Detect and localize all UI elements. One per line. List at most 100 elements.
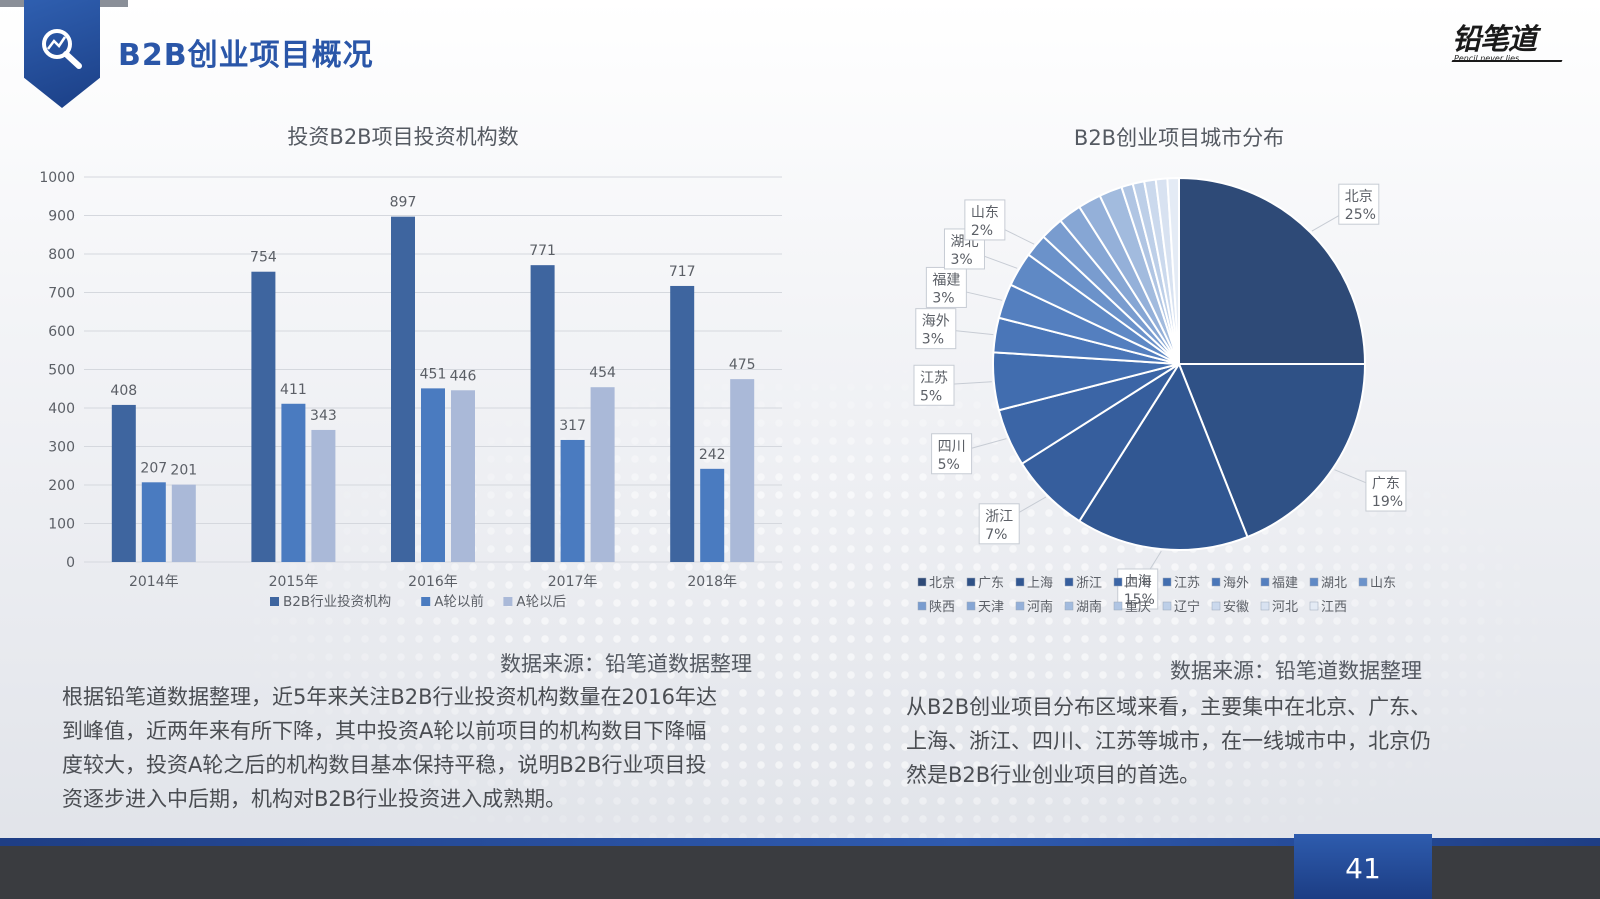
pie-label-pct: 15% (1124, 592, 1155, 608)
bar-chart-x-ticks: 2014年 2015年 2016年 2017年 2018年 (129, 574, 737, 590)
legend-label: 山东 (1370, 576, 1396, 591)
x-tick-label: 2014年 (129, 574, 179, 590)
legend-swatch (1113, 601, 1123, 611)
y-tick-label: 1000 (39, 170, 75, 186)
y-tick-label: 500 (48, 363, 75, 379)
right-data-source: 数据来源：铅笔道数据整理 (1170, 659, 1422, 683)
bar-value-label: 446 (450, 368, 477, 384)
pie-callout: 福建 3% (925, 266, 1003, 308)
legend-label: 海外 (1223, 576, 1249, 591)
left-description-line: 根据铅笔道数据整理，近5年来关注B2B行业投资机构数量在2016年达 (62, 685, 717, 709)
pie-label-box (1117, 568, 1159, 610)
legend-swatch (1260, 577, 1270, 587)
bar (391, 216, 415, 562)
x-tick-label: 2018年 (687, 574, 737, 590)
legend-label: 辽宁 (1174, 599, 1200, 615)
bar (560, 439, 585, 562)
legend-swatch (917, 601, 927, 611)
pie-label-city: 广东 (1372, 476, 1400, 492)
legend-swatch (1309, 577, 1319, 587)
pie-callout: 广东 19% (1334, 469, 1407, 512)
bar-chart: 投资B2B项目投资机构数 0 100 200 300 400 500 600 700 800 90… (39, 125, 782, 610)
pie-label-box (978, 503, 1020, 545)
pie-label-pct: 3% (950, 252, 972, 268)
legend-label: 江西 (1321, 600, 1347, 615)
y-tick-label: 200 (48, 478, 75, 494)
x-tick-label: 2016年 (408, 574, 458, 590)
legend-label: A轮以前 (434, 593, 484, 610)
left-description-line: 资逐步进入中后期，机构对B2B行业投资进入成熟期。 (62, 787, 567, 811)
pie-label-box (964, 199, 1006, 241)
y-tick-label: 300 (48, 440, 75, 456)
right-description-line: 然是B2B行业创业项目的首选。 (906, 763, 1201, 787)
legend-swatch (1162, 577, 1172, 587)
y-tick-label: 700 (48, 286, 75, 302)
page-number: 41 (1294, 834, 1432, 899)
logo-text: 铅笔道 (1452, 22, 1537, 56)
bar (141, 482, 166, 562)
bar-value-label: 475 (729, 357, 756, 373)
pie-slice (1077, 361, 1249, 551)
y-tick-label: 800 (48, 247, 75, 263)
legend-swatch (1260, 601, 1270, 611)
bar (281, 403, 306, 562)
legend-swatch (421, 597, 431, 606)
legend-label: A轮以后 (516, 594, 566, 610)
legend-swatch (1113, 577, 1123, 587)
bar (171, 484, 196, 562)
pie-callout: 海外 3% (915, 308, 994, 350)
pie-slice (1178, 176, 1367, 365)
pie-label-city: 四川 (938, 439, 966, 455)
pie-callout: 北京 25% (1311, 183, 1380, 232)
legend-label: 安徽 (1223, 600, 1249, 615)
bar (111, 404, 136, 562)
legend-swatch (1211, 601, 1221, 611)
pie-callout: 江苏 5% (913, 364, 992, 406)
legend-swatch (1211, 577, 1221, 587)
legend-label: 上海 (1027, 576, 1053, 591)
legend-swatch (1309, 601, 1319, 611)
legend-label: 湖南 (1076, 599, 1102, 615)
legend-label: 重庆 (1125, 599, 1151, 615)
pie-label-box (1338, 183, 1380, 225)
pie-label-box (915, 308, 957, 350)
pie-label-pct: 5% (920, 388, 942, 404)
legend-swatch (1015, 601, 1025, 611)
logo: 铅笔道 Pencil never lies (1451, 22, 1564, 66)
pie-label-pct: 3% (922, 332, 944, 348)
legend-swatch (1358, 577, 1368, 587)
y-tick-label: 0 (66, 555, 75, 571)
left-description-line: 度较大，投资A轮之后的机构数目基本保持平稳，说明B2B行业项目投 (62, 753, 707, 777)
pie-label-pct: 3% (932, 290, 954, 306)
legend-label: 河南 (1027, 599, 1053, 615)
pie-label-pct: 7% (985, 527, 1007, 543)
pie-callout: 上海 15% (1117, 550, 1162, 610)
y-tick-label: 100 (48, 517, 75, 533)
pie-label-city: 江苏 (920, 370, 948, 386)
legend-swatch (1015, 577, 1025, 587)
bar-value-label: 242 (699, 447, 726, 463)
legend-swatch (1064, 601, 1074, 611)
legend-swatch (1064, 577, 1074, 587)
bar (251, 271, 276, 562)
pie-label-city: 北京 (1345, 189, 1373, 205)
bar-value-label: 411 (280, 382, 307, 398)
legend-swatch (270, 597, 279, 606)
bar-value-label: 897 (390, 195, 417, 211)
right-description-line: 上海、浙江、四川、江苏等城市，在一线城市中，北京仍 (906, 729, 1431, 753)
bar (670, 285, 695, 562)
pie-slice (1177, 363, 1367, 539)
pie-label-city: 浙江 (985, 509, 1013, 525)
search-chart-icon (42, 29, 82, 69)
pie-label-pct: 2% (971, 223, 993, 239)
bar-value-label: 771 (529, 243, 556, 259)
logo-tagline: Pencil never lies (1454, 54, 1520, 63)
x-tick-label: 2015年 (269, 574, 319, 590)
right-description-line: 从B2B创业项目分布区域来看，主要集中在北京、广东、 (906, 695, 1432, 719)
pie-slice (1166, 176, 1180, 365)
legend-swatch (966, 601, 976, 611)
legend-label: 江苏 (1174, 575, 1200, 591)
pie-label-box (1365, 470, 1407, 512)
footer-accent-line (0, 838, 1600, 846)
